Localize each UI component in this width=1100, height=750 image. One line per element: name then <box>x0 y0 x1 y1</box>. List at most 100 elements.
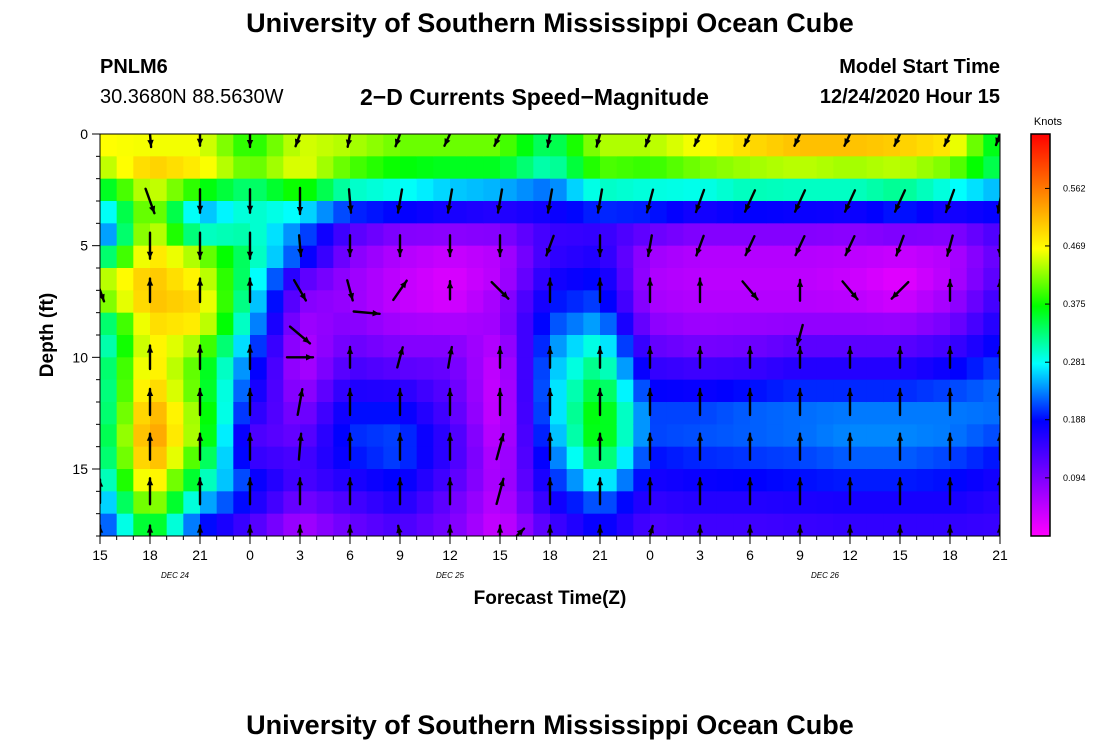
heatmap-cell <box>583 357 601 381</box>
heatmap-cell <box>150 223 168 247</box>
heatmap-cell <box>900 357 918 381</box>
heatmap-cell <box>416 379 434 403</box>
heatmap-cell <box>766 178 784 202</box>
heatmap-cell <box>716 290 734 314</box>
heatmap-cell <box>350 446 368 470</box>
heatmap-cell <box>550 134 568 157</box>
x-tick-label: 15 <box>92 547 108 563</box>
heatmap-cell <box>183 357 201 381</box>
heatmap-cell <box>983 446 1000 470</box>
heatmap-cell <box>100 245 118 269</box>
heatmap-cell <box>783 156 801 180</box>
x-tick-label: 9 <box>396 547 404 563</box>
heatmap-cell <box>500 312 518 336</box>
heatmap-cell <box>750 335 768 358</box>
heatmap-cell <box>850 469 868 492</box>
vector-head <box>846 478 854 486</box>
heatmap-cell <box>333 469 351 492</box>
vector-head <box>647 526 654 534</box>
current-vector <box>895 234 905 257</box>
heatmap-cell <box>866 491 884 515</box>
heatmap-cell <box>900 245 918 269</box>
heatmap-cell <box>100 402 118 425</box>
heatmap-cell <box>833 156 851 180</box>
heatmap-cell <box>600 312 618 336</box>
heatmap-cell <box>200 335 218 358</box>
current-vector <box>996 193 1000 214</box>
vector-head <box>946 433 954 441</box>
heatmap-cell <box>266 469 284 492</box>
heatmap-cell <box>366 201 384 224</box>
heatmap-cell <box>283 156 301 180</box>
vector-head <box>946 525 954 533</box>
heatmap-cell <box>550 513 568 536</box>
heatmap-cell <box>350 491 368 515</box>
vector-head <box>196 389 204 396</box>
heatmap-cell <box>983 268 1000 291</box>
heatmap-cell <box>300 446 318 470</box>
heatmap-cell <box>166 223 184 247</box>
heatmap-cell <box>183 335 201 358</box>
heatmap-cell <box>966 379 984 403</box>
heatmap-cell <box>450 513 468 536</box>
vector-head <box>347 292 354 301</box>
current-vector <box>646 477 654 506</box>
heatmap-cell <box>750 134 768 157</box>
vector-head <box>796 346 804 354</box>
heatmap-cell <box>716 245 734 269</box>
heatmap-cell <box>433 357 451 381</box>
heatmap-cell <box>433 335 451 358</box>
heatmap-cell <box>683 223 701 247</box>
heatmap-cell <box>150 268 168 291</box>
y-tick-label: 15 <box>72 461 88 477</box>
heatmap-cell <box>133 424 151 448</box>
heatmap-cell <box>200 134 218 157</box>
vector-head <box>246 205 254 213</box>
heatmap-cell <box>283 446 301 470</box>
heatmap-cell <box>633 379 651 403</box>
heatmap-cell <box>183 469 201 492</box>
heatmap-cell <box>416 469 434 492</box>
heatmap-cell <box>850 402 868 425</box>
heatmap-cell <box>716 268 734 291</box>
heatmap-cell <box>833 290 851 314</box>
heatmap-cell <box>600 513 618 536</box>
heatmap-cell <box>250 245 268 269</box>
current-vector <box>545 134 553 149</box>
current-vector <box>546 432 554 461</box>
heatmap-cell <box>433 491 451 515</box>
vector-head <box>695 204 702 212</box>
heatmap-cell <box>483 290 501 314</box>
heatmap-cell <box>700 268 718 291</box>
heatmap-cell <box>466 178 484 202</box>
heatmap-cell <box>900 469 918 492</box>
heatmap-cell <box>416 201 434 224</box>
heatmap-cell <box>583 335 601 358</box>
vector-head <box>394 138 401 147</box>
heatmap-cell <box>183 134 201 157</box>
heatmap-cell <box>466 201 484 224</box>
heatmap-cell <box>933 245 951 269</box>
heatmap-cell <box>683 335 701 358</box>
current-vector <box>246 231 254 260</box>
heatmap-cell <box>216 156 234 180</box>
current-vector <box>285 354 315 361</box>
heatmap-cell <box>950 134 968 157</box>
heatmap-cell <box>766 312 784 336</box>
heatmap-cell <box>566 402 584 425</box>
current-vector <box>294 134 302 148</box>
current-vector <box>794 234 806 257</box>
heatmap-cell <box>150 469 168 492</box>
current-vector <box>746 524 754 536</box>
heatmap-cell <box>516 201 534 224</box>
vector-head <box>196 138 204 146</box>
heatmap-cell <box>250 156 268 180</box>
heatmap-cell <box>150 178 168 202</box>
heatmap-cell <box>466 446 484 470</box>
heatmap-cell <box>833 469 851 492</box>
heatmap-cell <box>183 290 201 314</box>
heatmap-cell <box>683 424 701 448</box>
heatmap-cell <box>366 268 384 291</box>
current-vector <box>545 234 555 257</box>
heatmap-cell <box>600 134 618 157</box>
